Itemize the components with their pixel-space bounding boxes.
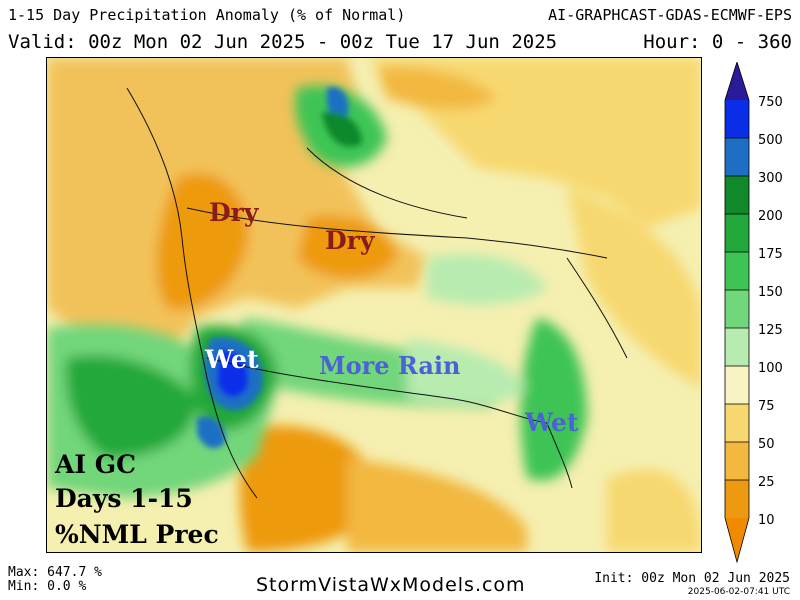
annotation-dry-northwest: Dry xyxy=(209,198,259,227)
precipitation-anomaly-map: Dry Dry Wet More Rain Wet AI GC Days 1-1… xyxy=(46,57,702,553)
legend-tick: 300 xyxy=(758,171,783,186)
legend-tick: 10 xyxy=(758,513,775,528)
legend-band-100-125 xyxy=(725,328,749,366)
init-time: Init: 00z Mon 02 Jun 2025 xyxy=(594,571,790,586)
color-scale-bar xyxy=(724,62,750,564)
dry-regions xyxy=(47,58,701,552)
legend-tick: 750 xyxy=(758,95,783,110)
legend-band-150-175 xyxy=(725,252,749,290)
anomaly-field xyxy=(47,58,701,552)
map-label-model: AI GC xyxy=(55,450,137,479)
legend-tick: 75 xyxy=(758,399,775,414)
legend-band-75-100 xyxy=(725,366,749,404)
legend-tick: 175 xyxy=(758,247,783,262)
legend-band-125-150 xyxy=(725,290,749,328)
max-value: Max: 647.7 % xyxy=(8,565,102,580)
legend-top-arrow xyxy=(725,62,749,100)
generated-timestamp: 2025-06-02-07:41 UTC xyxy=(687,587,790,597)
field-stats: Max: 647.7 % Min: 0.0 % xyxy=(8,566,102,594)
legend-tick: 50 xyxy=(758,437,775,452)
legend-tick: 100 xyxy=(758,361,783,376)
legend-band-175-200 xyxy=(725,214,749,252)
map-label-days: Days 1-15 xyxy=(55,484,193,513)
min-value: Min: 0.0 % xyxy=(8,579,87,594)
legend-tick: 200 xyxy=(758,209,783,224)
map-label-units: %NML Prec xyxy=(55,520,219,549)
legend-bottom-arrow xyxy=(725,518,749,562)
forecast-hour-range: Hour: 0 - 360 xyxy=(643,31,792,53)
legend-band-10-25 xyxy=(725,480,749,518)
legend-tick: 25 xyxy=(758,475,775,490)
annotation-dry-plains: Dry xyxy=(325,226,375,255)
color-scale-legend: 750 500 300 200 175 150 125 100 75 50 25… xyxy=(722,62,800,568)
legend-tick: 150 xyxy=(758,285,783,300)
legend-band-50-75 xyxy=(725,404,749,442)
annotation-wet-southeast: Wet xyxy=(525,408,579,437)
legend-band-500-750 xyxy=(725,100,749,138)
model-name: AI-GRAPHCAST-GDAS-ECMWF-EPS xyxy=(548,6,792,24)
legend-band-25-50 xyxy=(725,442,749,480)
chart-title: 1-15 Day Precipitation Anomaly (% of Nor… xyxy=(8,6,406,24)
valid-period: Valid: 00z Mon 02 Jun 2025 - 00z Tue 17 … xyxy=(8,31,558,53)
legend-band-300-500 xyxy=(725,138,749,176)
annotation-wet-southwest: Wet xyxy=(205,345,259,374)
annotation-more-rain: More Rain xyxy=(319,351,461,380)
wet-regions xyxy=(47,85,587,498)
site-credit: StormVistaWxModels.com xyxy=(256,574,526,596)
legend-tick: 125 xyxy=(758,323,783,338)
heavy-wet-cores xyxy=(197,87,362,449)
legend-band-200-300 xyxy=(725,176,749,214)
map-boundaries xyxy=(126,87,628,499)
legend-tick: 500 xyxy=(758,133,783,148)
